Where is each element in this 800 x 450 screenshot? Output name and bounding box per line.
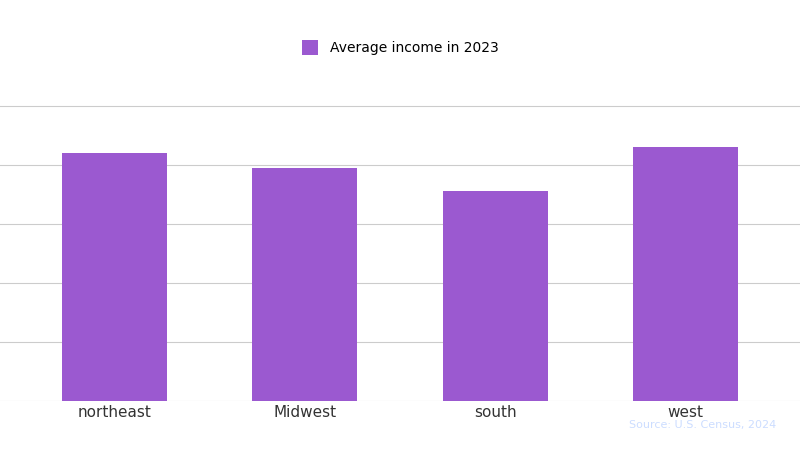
Bar [634,147,738,400]
Bar [62,153,166,400]
Text: Regional income differences in the USA: Regional income differences in the USA [61,24,739,53]
Text: Source: U.S. Census, 2024: Source: U.S. Census, 2024 [629,420,776,430]
Legend: Average income in 2023: Average income in 2023 [296,35,504,61]
Text: www.the-american-dream.com: www.the-american-dream.com [245,416,555,434]
Bar [252,168,357,400]
Bar [443,191,548,400]
